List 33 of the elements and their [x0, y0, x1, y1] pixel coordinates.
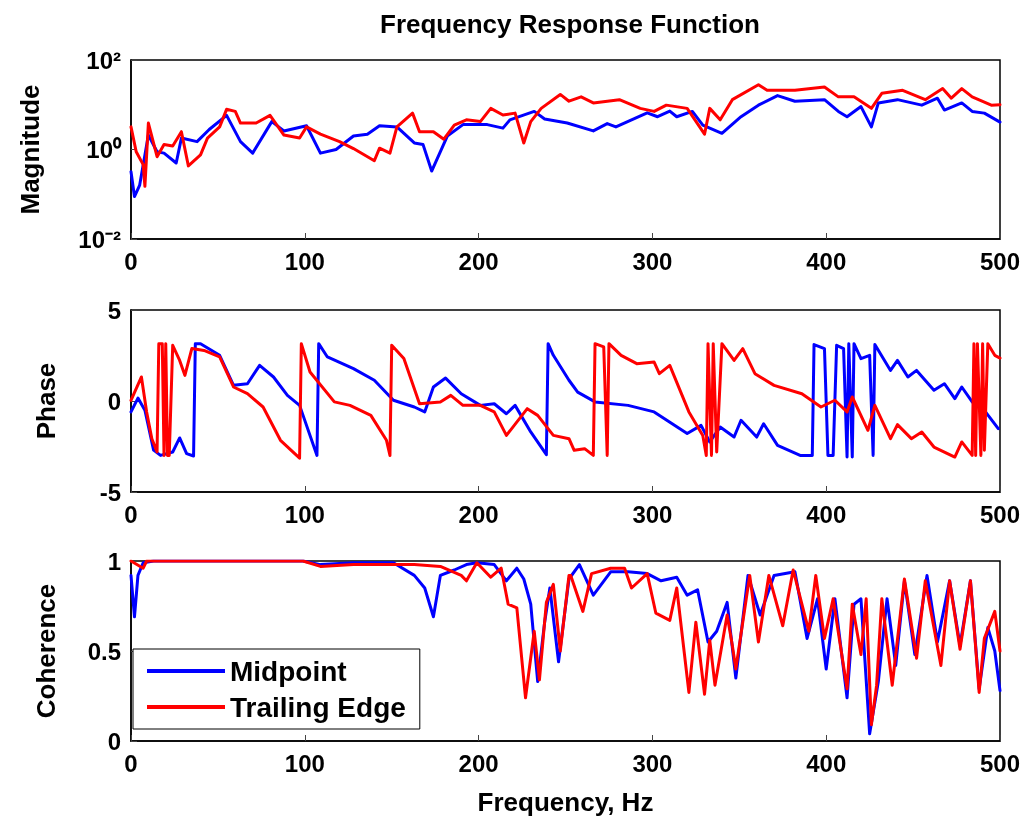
x-tick-label: 400 [806, 500, 847, 528]
line-series [129, 94, 1002, 199]
x-axis-title: Frequency, Hz [477, 787, 654, 817]
y-axis-title: Magnitude [15, 84, 45, 215]
x-tick-label: 500 [979, 749, 1021, 777]
y-tick-label: 10² [86, 46, 122, 74]
y-tick-label: 0 [107, 727, 121, 755]
y-tick-label: 10⁻² [78, 225, 122, 253]
x-tick-label: 300 [632, 247, 673, 275]
y-tick-label: 0 [107, 387, 121, 415]
chart-title: Frequency Response Function [380, 9, 760, 39]
x-tick-label: 400 [806, 749, 847, 777]
legend-label: Trailing Edge [230, 691, 406, 723]
x-tick-label: 100 [284, 500, 325, 528]
line-series [129, 83, 1002, 188]
y-tick-label: 1 [107, 547, 121, 575]
x-tick-label: 500 [979, 500, 1021, 528]
x-tick-label: 500 [979, 247, 1021, 275]
x-tick-label: 200 [458, 247, 499, 275]
y-tick-label: -5 [99, 478, 121, 506]
y-tick-label: 0.5 [87, 637, 121, 665]
x-tick-label: 200 [458, 749, 499, 777]
x-tick-label: 300 [632, 749, 673, 777]
legend-label: Midpoint [230, 655, 347, 687]
x-tick-label: 200 [458, 500, 499, 528]
y-tick-label: 10⁰ [86, 136, 122, 163]
x-tick-label: 300 [632, 500, 673, 528]
y-tick-label: 5 [107, 296, 121, 324]
x-tick-label: 400 [806, 247, 847, 275]
x-tick-label: 100 [284, 247, 325, 275]
x-tick-label: 100 [284, 749, 325, 777]
y-axis-title: Phase [31, 362, 61, 440]
y-axis-title: Coherence [31, 583, 61, 719]
